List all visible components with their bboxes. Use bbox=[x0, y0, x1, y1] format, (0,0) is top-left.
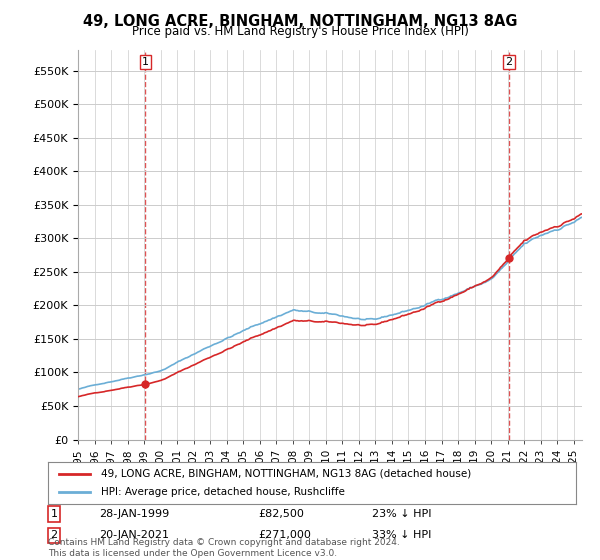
Text: Price paid vs. HM Land Registry's House Price Index (HPI): Price paid vs. HM Land Registry's House … bbox=[131, 25, 469, 38]
Text: 20-JAN-2021: 20-JAN-2021 bbox=[99, 530, 169, 540]
Text: 1: 1 bbox=[50, 509, 58, 519]
Text: 28-JAN-1999: 28-JAN-1999 bbox=[99, 509, 169, 519]
Text: 1: 1 bbox=[142, 57, 149, 67]
Text: 33% ↓ HPI: 33% ↓ HPI bbox=[372, 530, 431, 540]
Text: 23% ↓ HPI: 23% ↓ HPI bbox=[372, 509, 431, 519]
Text: Contains HM Land Registry data © Crown copyright and database right 2024.
This d: Contains HM Land Registry data © Crown c… bbox=[48, 538, 400, 558]
Text: 49, LONG ACRE, BINGHAM, NOTTINGHAM, NG13 8AG: 49, LONG ACRE, BINGHAM, NOTTINGHAM, NG13… bbox=[83, 14, 517, 29]
Text: £271,000: £271,000 bbox=[258, 530, 311, 540]
Text: 49, LONG ACRE, BINGHAM, NOTTINGHAM, NG13 8AG (detached house): 49, LONG ACRE, BINGHAM, NOTTINGHAM, NG13… bbox=[101, 469, 471, 479]
Text: HPI: Average price, detached house, Rushcliffe: HPI: Average price, detached house, Rush… bbox=[101, 487, 344, 497]
Text: 2: 2 bbox=[50, 530, 58, 540]
Text: 2: 2 bbox=[505, 57, 512, 67]
Text: £82,500: £82,500 bbox=[258, 509, 304, 519]
